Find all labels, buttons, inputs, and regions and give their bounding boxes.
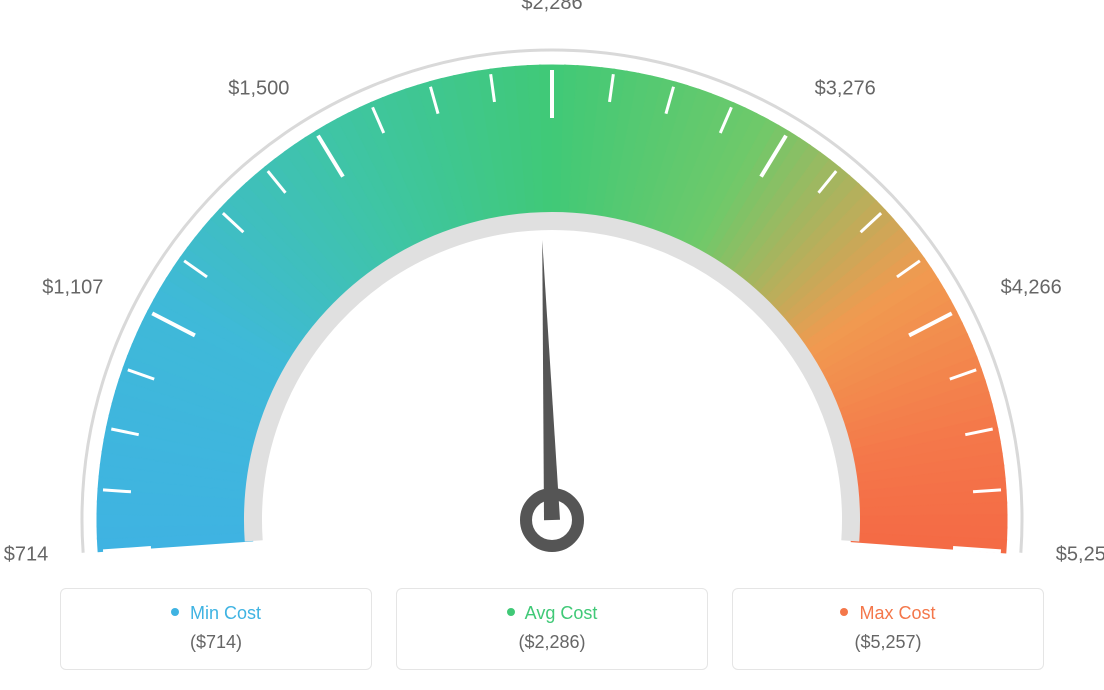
tick-label: $5,257 bbox=[1056, 544, 1104, 567]
legend-title-text: Max Cost bbox=[859, 603, 935, 623]
tick-label: $714 bbox=[4, 544, 49, 567]
legend-value-max: ($5,257) bbox=[743, 632, 1033, 653]
legend-card-min: Min Cost ($714) bbox=[60, 588, 372, 670]
tick-label: $1,500 bbox=[228, 77, 289, 100]
dot-icon bbox=[507, 608, 515, 616]
legend-row: Min Cost ($714) Avg Cost ($2,286) Max Co… bbox=[60, 588, 1044, 670]
legend-card-avg: Avg Cost ($2,286) bbox=[396, 588, 708, 670]
cost-gauge-widget: $714 $1,107 $1,500 $2,286 $3,276 $4,266 $5,257… bbox=[0, 0, 1104, 690]
gauge-area: $714$1,107$1,500$2,286$3,276$4,266$5,257 bbox=[0, 0, 1104, 560]
gauge-svg bbox=[0, 20, 1104, 580]
legend-title-avg: Avg Cost bbox=[407, 603, 697, 624]
tick-label: $4,266 bbox=[1001, 277, 1062, 300]
tick-label: $2,286 bbox=[521, 0, 582, 15]
legend-title-text: Min Cost bbox=[190, 603, 261, 623]
legend-card-max: Max Cost ($5,257) bbox=[732, 588, 1044, 670]
legend-value-min: ($714) bbox=[71, 632, 361, 653]
legend-title-max: Max Cost bbox=[743, 603, 1033, 624]
tick-label: $3,276 bbox=[815, 77, 876, 100]
legend-title-min: Min Cost bbox=[71, 603, 361, 624]
legend-title-text: Avg Cost bbox=[525, 603, 598, 623]
dot-icon bbox=[171, 608, 179, 616]
dot-icon bbox=[840, 608, 848, 616]
tick-label: $1,107 bbox=[42, 277, 103, 300]
legend-value-avg: ($2,286) bbox=[407, 632, 697, 653]
